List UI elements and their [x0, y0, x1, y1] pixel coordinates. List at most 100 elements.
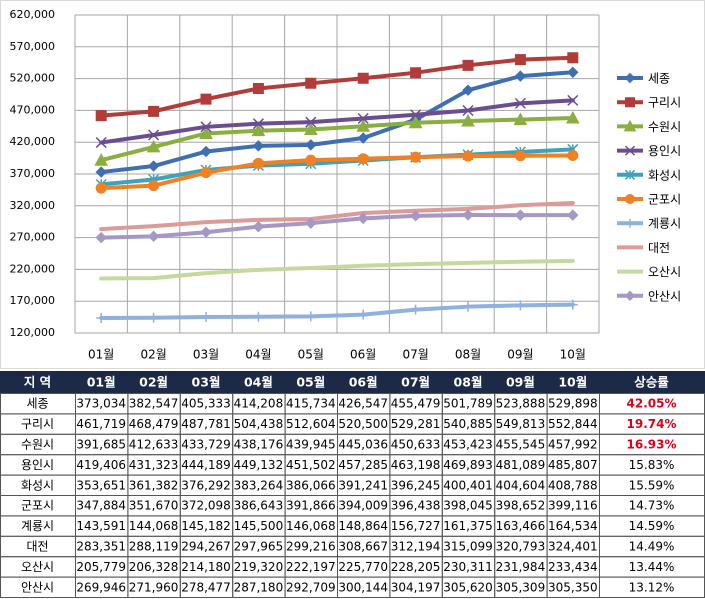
- series-line: [99, 258, 575, 281]
- table-cell-text: 414,208: [234, 397, 284, 411]
- table-cell-text: 군포시: [21, 499, 54, 513]
- table-cell-text: 457,285: [338, 458, 388, 472]
- table-cell-text: 219,320: [234, 560, 284, 574]
- series-marker: [357, 72, 369, 84]
- series-marker: [567, 150, 579, 161]
- table-cell-text: 419,406: [76, 458, 126, 472]
- x-tick-label: 07월: [402, 348, 428, 362]
- legend-label: 계룡시: [648, 217, 681, 231]
- table-header-cell: 05월: [296, 375, 325, 390]
- series-marker: [358, 309, 369, 320]
- table-cell-text: 14.73%: [629, 499, 675, 513]
- table-cell-text: 396,438: [391, 499, 441, 513]
- y-tick-label: 120,000: [10, 326, 56, 339]
- x-tick-label: 09월: [507, 348, 533, 362]
- series-marker: [251, 123, 266, 137]
- series-marker: [410, 67, 422, 79]
- table-cell-text: 523,888: [496, 397, 546, 411]
- table-cell-text: 439,945: [286, 438, 336, 452]
- table-cell-text: 372,098: [181, 499, 231, 513]
- series-marker: [199, 126, 213, 139]
- table-header-cell: 07월: [401, 375, 430, 390]
- table-header-cell: 04월: [244, 375, 273, 390]
- table-cell-text: 382,547: [129, 397, 179, 411]
- table-cell-text: 205,779: [76, 560, 126, 574]
- table-cell-text: 305,620: [443, 580, 493, 594]
- table-cell-text: 315,099: [443, 540, 493, 554]
- series-line: [99, 153, 575, 191]
- series-line: [99, 302, 575, 320]
- table-cell-text: 450,633: [391, 438, 441, 452]
- table-cell-text: 453,423: [443, 438, 493, 452]
- legend-marker: [624, 169, 636, 180]
- table-cell-text: 144,068: [129, 519, 179, 533]
- series-marker: [252, 157, 264, 169]
- legend-label: 용인시: [648, 144, 681, 158]
- table-header-cell: 08월: [454, 375, 483, 390]
- legend-label: 안산시: [648, 289, 681, 303]
- series-marker: [200, 226, 212, 238]
- series-marker: [305, 154, 317, 166]
- series-marker: [410, 304, 421, 315]
- series-marker: [357, 132, 369, 144]
- table-cell-text: 361,382: [129, 478, 179, 492]
- table-cell-text: 206,328: [129, 560, 179, 574]
- table-cell-text: 540,885: [443, 417, 493, 431]
- table-cell-text: 373,034: [76, 397, 126, 411]
- y-tick-label: 170,000: [10, 294, 56, 307]
- table-cell-text: 13.44%: [629, 560, 675, 574]
- series-marker: [462, 209, 474, 221]
- table-cell-text: 431,323: [129, 458, 179, 472]
- x-tick-label: 08월: [455, 348, 481, 362]
- x-tick-label: 06월: [350, 348, 376, 362]
- series-line: [99, 147, 575, 187]
- table-cell-text: 19.74%: [627, 417, 677, 431]
- table-cell-text: 161,375: [443, 519, 493, 533]
- table-cell-text: 143,591: [76, 519, 126, 533]
- table-cell-text: 대전: [26, 540, 48, 554]
- series-line: [99, 98, 575, 145]
- table-cell-text: 163,466: [496, 519, 546, 533]
- table-cell-text: 269,946: [76, 580, 126, 594]
- table-cell-text: 386,643: [234, 499, 284, 513]
- table-cell-text: 308,667: [338, 540, 388, 554]
- table-cell-text: 433,729: [181, 438, 231, 452]
- table-cell-text: 383,264: [234, 478, 284, 492]
- series-line: [99, 201, 575, 232]
- series-marker: [357, 112, 369, 125]
- table-cell-text: 324,401: [548, 540, 598, 554]
- table-header-bg: [0, 371, 705, 393]
- table-cell-text: 469,893: [443, 458, 493, 472]
- table-cell-text: 14.49%: [629, 540, 675, 554]
- series-marker: [410, 109, 422, 121]
- series-marker: [408, 115, 423, 129]
- table-header-cell: 10월: [558, 375, 587, 390]
- y-tick-label: 370,000: [10, 167, 56, 180]
- table-cell-text: 415,734: [286, 397, 336, 411]
- table-cell-text: 42.05%: [627, 397, 677, 411]
- table-cell-text: 304,197: [391, 580, 441, 594]
- table-cell-text: 230,311: [443, 560, 493, 574]
- table-cell-text: 529,898: [548, 397, 598, 411]
- x-tick-label: 02월: [140, 348, 166, 362]
- table-cell-text: 444,189: [181, 458, 231, 472]
- legend-label: 구리시: [648, 96, 681, 110]
- table-cell-text: 426,547: [338, 397, 388, 411]
- legend-label: 세종: [648, 72, 670, 86]
- series-marker: [514, 54, 526, 66]
- series-line: [99, 70, 575, 175]
- legend-marker: [624, 72, 636, 84]
- series-marker: [356, 119, 371, 132]
- legend-marker: [625, 97, 635, 108]
- table-cell-text: 294,267: [181, 540, 231, 554]
- table-cell-text: 15.59%: [629, 478, 675, 492]
- series-marker: [252, 220, 265, 233]
- table-cell-text: 391,685: [76, 438, 126, 452]
- series-marker: [148, 312, 159, 323]
- series-marker: [148, 129, 160, 141]
- legend-marker: [623, 119, 637, 132]
- y-tick-label: 270,000: [10, 231, 56, 244]
- series-marker: [252, 118, 264, 130]
- table-cell-text: 145,500: [234, 519, 284, 533]
- table-cell-text: 468,479: [129, 417, 179, 431]
